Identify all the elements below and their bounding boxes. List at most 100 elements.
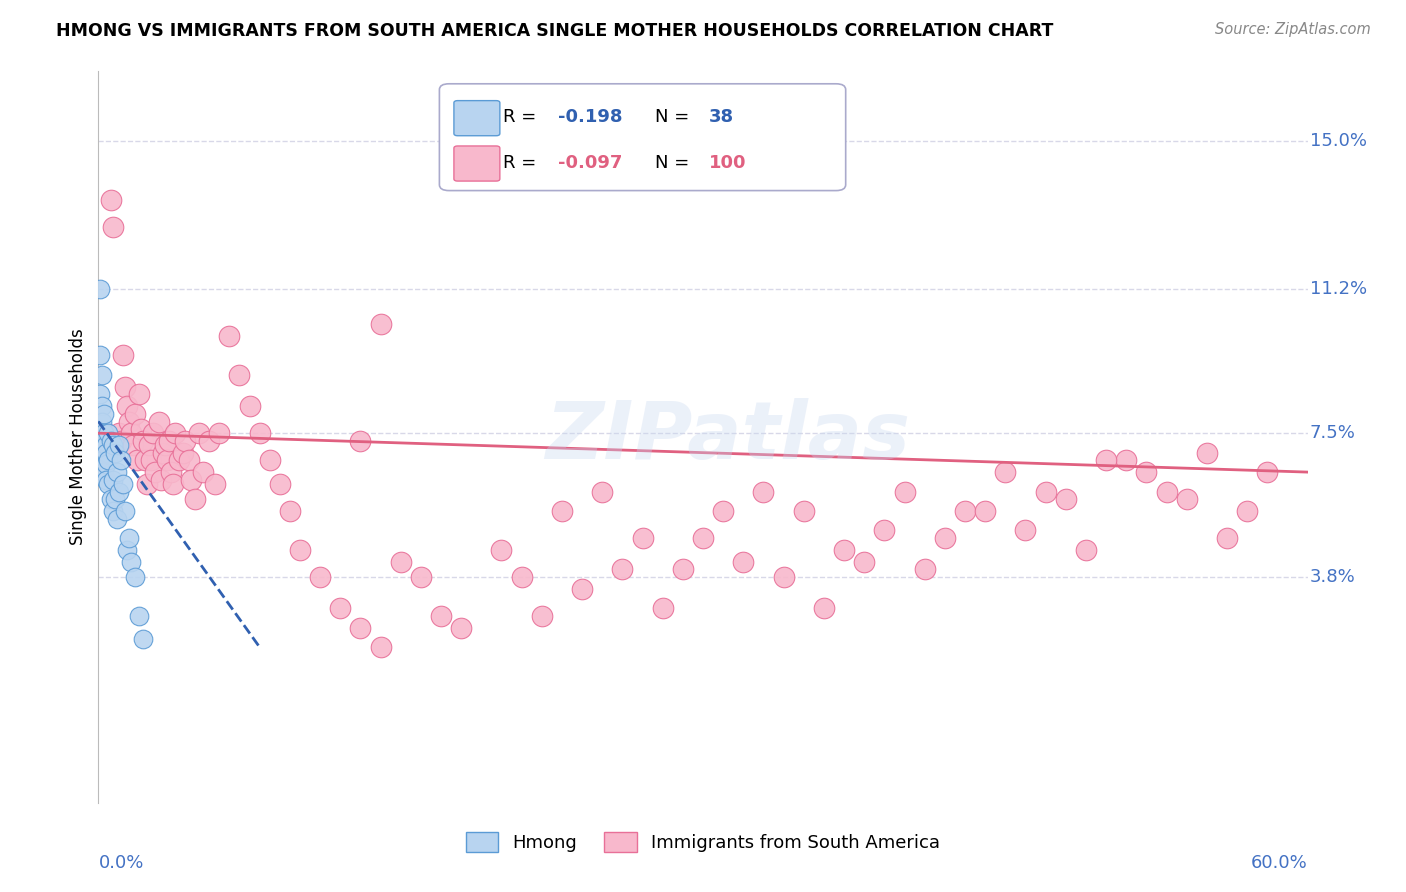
Point — [157, 434, 180, 448]
Point — [105, 465, 128, 479]
Point — [934, 531, 956, 545]
Point — [128, 609, 150, 624]
Point — [193, 465, 215, 479]
Point — [1035, 484, 1057, 499]
Point — [91, 368, 114, 382]
Point — [491, 542, 513, 557]
FancyBboxPatch shape — [454, 101, 501, 136]
Point — [142, 426, 165, 441]
Point — [101, 504, 124, 518]
Point — [329, 601, 352, 615]
Point — [1135, 465, 1157, 479]
Point — [100, 193, 122, 207]
Point — [152, 445, 174, 459]
Point — [239, 399, 262, 413]
Legend: Hmong, Immigrants from South America: Hmong, Immigrants from South America — [458, 824, 948, 860]
Point — [129, 422, 152, 436]
Point — [103, 492, 125, 507]
Text: 0.0%: 0.0% — [98, 854, 143, 872]
Text: 100: 100 — [709, 153, 747, 172]
Point — [110, 453, 132, 467]
Point — [101, 473, 124, 487]
Point — [1216, 531, 1239, 545]
Point — [631, 531, 654, 545]
Point — [873, 524, 896, 538]
Point — [97, 453, 120, 467]
Point — [103, 438, 125, 452]
Point — [1236, 504, 1258, 518]
Point — [143, 465, 166, 479]
Point — [163, 426, 186, 441]
Point — [204, 476, 226, 491]
Point — [138, 438, 160, 452]
Text: N =: N = — [655, 153, 695, 172]
Point — [1074, 542, 1097, 557]
Point — [132, 632, 155, 647]
Point — [111, 348, 134, 362]
Text: N =: N = — [655, 109, 695, 127]
Point — [571, 582, 593, 596]
Point — [772, 570, 794, 584]
Point — [124, 407, 146, 421]
Point — [96, 458, 118, 472]
Point — [93, 434, 115, 448]
Point — [121, 438, 143, 452]
Point — [91, 399, 114, 413]
Point — [1175, 492, 1198, 507]
Text: R =: R = — [503, 153, 543, 172]
Text: ZIPatlas: ZIPatlas — [544, 398, 910, 476]
Point — [853, 555, 876, 569]
Point — [135, 476, 157, 491]
Point — [148, 415, 170, 429]
Text: 38: 38 — [709, 109, 734, 127]
Point — [91, 453, 114, 467]
Point — [450, 621, 472, 635]
Point — [101, 219, 124, 234]
Point — [167, 453, 190, 467]
Text: 60.0%: 60.0% — [1251, 854, 1308, 872]
Point — [97, 476, 120, 491]
Point — [162, 476, 184, 491]
Text: 15.0%: 15.0% — [1310, 132, 1367, 151]
Point — [188, 426, 211, 441]
Point — [114, 379, 136, 393]
Point — [107, 484, 129, 499]
Point — [174, 434, 197, 448]
Point — [118, 531, 141, 545]
Point — [1095, 453, 1118, 467]
Point — [115, 542, 138, 557]
Text: 7.5%: 7.5% — [1310, 425, 1355, 442]
Point — [103, 445, 125, 459]
Point — [1156, 484, 1178, 499]
Point — [153, 438, 176, 452]
Point — [349, 434, 371, 448]
Point — [1256, 465, 1278, 479]
Point — [180, 473, 202, 487]
Point — [110, 434, 132, 448]
Point — [179, 453, 201, 467]
Point — [100, 492, 122, 507]
Point — [118, 415, 141, 429]
Point — [288, 542, 311, 557]
FancyBboxPatch shape — [454, 146, 501, 181]
Point — [97, 426, 120, 441]
Point — [89, 387, 111, 401]
Point — [409, 570, 432, 584]
Point — [278, 504, 301, 518]
Point — [218, 329, 240, 343]
Point — [953, 504, 976, 518]
Point — [1014, 524, 1036, 538]
Point — [208, 426, 231, 441]
Point — [139, 453, 162, 467]
Text: HMONG VS IMMIGRANTS FROM SOUTH AMERICA SINGLE MOTHER HOUSEHOLDS CORRELATION CHAR: HMONG VS IMMIGRANTS FROM SOUTH AMERICA S… — [56, 22, 1053, 40]
Point — [198, 434, 221, 448]
Point — [309, 570, 332, 584]
Point — [914, 562, 936, 576]
Point — [172, 445, 194, 459]
Point — [107, 438, 129, 452]
Point — [93, 407, 115, 421]
Point — [370, 318, 392, 332]
Point — [249, 426, 271, 441]
Point — [430, 609, 453, 624]
Point — [124, 570, 146, 584]
